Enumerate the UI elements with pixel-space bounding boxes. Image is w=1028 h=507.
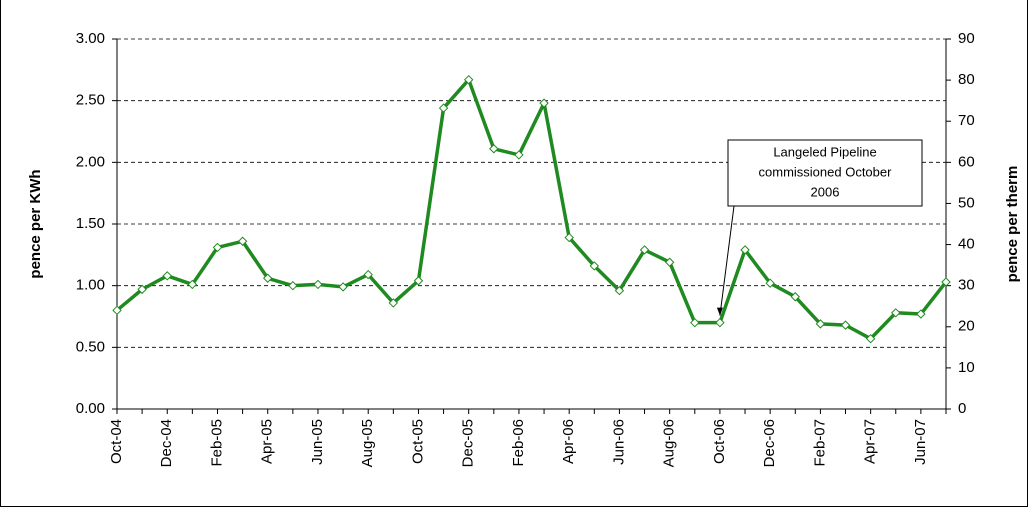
data-point [740, 245, 750, 255]
data-point [614, 285, 625, 296]
data-point [765, 278, 775, 288]
x-tick-label: Aug-05 [359, 419, 376, 467]
data-point [639, 245, 650, 255]
x-tick-label: Oct-06 [711, 419, 728, 464]
y2-tick-label: 20 [958, 318, 975, 335]
y2-tick-label: 90 [958, 30, 975, 47]
y2-tick-label: 80 [958, 71, 975, 88]
annotation: Langeled Pipeline commissioned October 200… [716, 139, 923, 316]
data-point [413, 276, 424, 286]
x-tick-label: Feb-07 [811, 419, 828, 467]
data-point [112, 305, 122, 316]
x-tick-label: Apr-07 [862, 419, 879, 464]
x-tick-label: Jun-07 [912, 419, 929, 465]
y2-tick-label: 50 [958, 194, 975, 211]
data-point [664, 257, 675, 267]
data-point [589, 261, 600, 271]
x-tick-label: Feb-06 [510, 419, 527, 467]
data-point [564, 232, 574, 243]
data-point [539, 98, 549, 108]
y-tick-label: 0.00 [76, 400, 105, 417]
data-point [790, 292, 800, 302]
data-point [941, 277, 951, 287]
data-point [338, 282, 348, 292]
y-tick-label: 3.00 [76, 30, 105, 47]
data-point [187, 279, 198, 290]
x-tick-label: Apr-05 [259, 419, 276, 464]
data-point [514, 150, 524, 160]
annotation-text: Langeled Pipeline [773, 144, 876, 159]
data-point [313, 279, 323, 290]
y-tick-label: 1.50 [76, 215, 105, 232]
data-point [162, 271, 172, 281]
data-point [137, 284, 147, 295]
annotation-text: 2006 [811, 184, 840, 199]
data-point [438, 103, 449, 113]
data-point [212, 242, 223, 253]
data-point [916, 309, 926, 319]
data-point [237, 236, 248, 246]
data-point [690, 317, 700, 328]
y2-tick-label: 10 [958, 359, 975, 376]
y-tick-label: 0.50 [76, 338, 105, 355]
x-tick-label: Dec-04 [158, 419, 175, 467]
y2-axis-title: pence per therm [1004, 166, 1021, 283]
y2-tick-label: 40 [958, 236, 975, 253]
x-tick-label: Feb-05 [208, 419, 225, 467]
y2-tick-label: 30 [958, 277, 975, 294]
data-point [388, 298, 399, 308]
arrow-head [716, 307, 723, 316]
x-tick-label: Dec-05 [460, 419, 477, 467]
x-tick-label: Jun-05 [309, 419, 326, 465]
annotation-box [727, 139, 923, 207]
data-point [891, 308, 901, 318]
annotation-text: commissioned October [759, 164, 893, 179]
y-tick-label: 1.00 [76, 277, 105, 294]
x-tick-label: Oct-04 [108, 419, 125, 464]
y2-tick-label: 0 [958, 400, 966, 417]
data-point [840, 320, 851, 330]
y2-tick-label: 60 [958, 153, 975, 170]
x-tick-label: Aug-06 [661, 419, 678, 467]
data-point [463, 74, 474, 85]
data-point [363, 269, 373, 280]
y-tick-label: 2.00 [76, 153, 105, 170]
x-tick-label: Oct-05 [409, 419, 426, 464]
x-tick-label: Apr-06 [560, 419, 577, 464]
data-point [865, 333, 876, 344]
y-tick-label: 2.50 [76, 92, 105, 109]
y2-tick-label: 70 [958, 112, 975, 129]
data-point [715, 317, 725, 328]
x-tick-label: Jun-06 [610, 419, 627, 465]
data-point [489, 144, 499, 154]
data-point [263, 273, 273, 283]
data-line [115, 77, 948, 341]
data-point [815, 319, 826, 329]
y-axis-title: pence per KWh [27, 169, 44, 278]
data-point [288, 280, 298, 291]
annotation-arrow [719, 205, 735, 316]
x-tick-label: Dec-06 [761, 419, 778, 467]
